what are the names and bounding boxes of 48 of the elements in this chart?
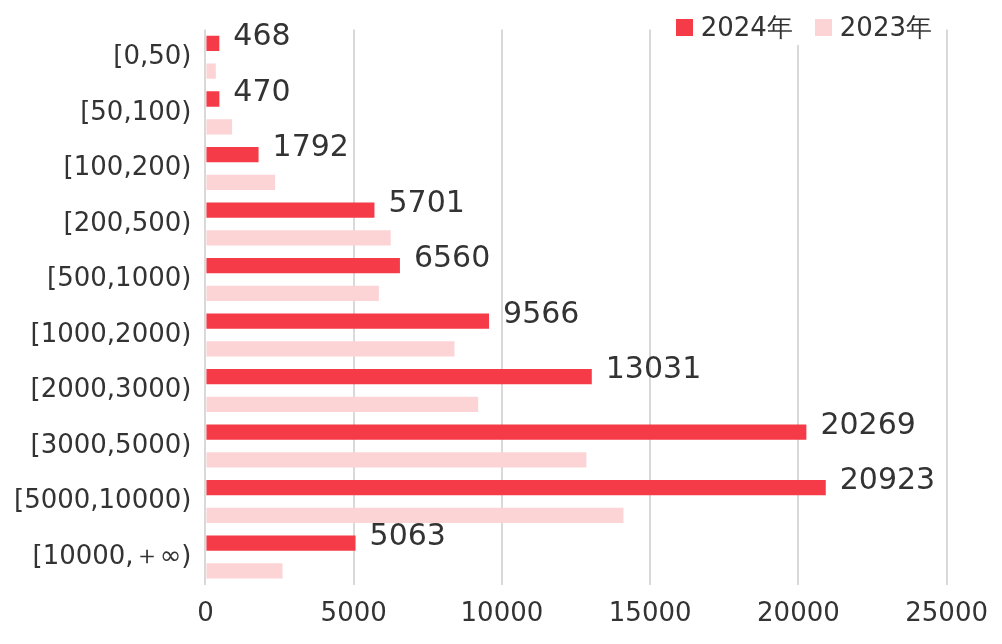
y-tick-label: [500,1000): [47, 262, 192, 293]
bar: [206, 368, 592, 385]
y-tick-label: [3000,5000): [30, 428, 192, 459]
bar: [206, 452, 587, 468]
bar: [206, 396, 479, 412]
data-label: 468: [233, 17, 291, 53]
legend-label: 2023年: [839, 11, 932, 44]
x-tick-label: 10000: [460, 597, 544, 628]
x-tick-label: 20000: [757, 597, 840, 628]
bar: [206, 35, 220, 52]
bar: [206, 341, 455, 357]
bar: [206, 230, 391, 246]
bar: [206, 480, 826, 496]
data-label: 470: [233, 72, 291, 108]
bar: [206, 174, 276, 190]
x-tick-label: 5000: [320, 597, 387, 628]
bar: [206, 257, 400, 274]
bar: [206, 91, 220, 107]
data-label: 6560: [413, 239, 491, 275]
bar: [206, 563, 283, 579]
y-tick-label: [0,50): [113, 40, 192, 71]
y-tick-label: [50,100): [80, 95, 192, 126]
bar: [206, 285, 379, 301]
x-tick-label: 15000: [608, 597, 692, 628]
bar: [206, 313, 490, 329]
data-label: 5701: [388, 183, 465, 219]
y-tick-label: [1000,2000): [30, 317, 192, 348]
x-tick-label: 25000: [905, 597, 988, 628]
bar: [206, 424, 807, 440]
legend-label: 2024年: [700, 11, 793, 44]
data-label: 1792: [272, 128, 349, 164]
y-tick-label: [200,500): [63, 206, 192, 237]
bar: [206, 535, 356, 551]
bar: [206, 507, 624, 524]
data-label: 20269: [820, 405, 916, 441]
y-tick-label: [10000,＋∞): [32, 539, 192, 570]
data-label: 20923: [839, 461, 936, 497]
bar: [206, 146, 259, 163]
bar: [206, 63, 216, 79]
bar: [206, 119, 233, 135]
y-tick-label: [5000,10000): [13, 484, 192, 515]
x-tick-label: 0: [197, 597, 214, 628]
data-label: 13031: [605, 350, 702, 386]
data-label: 5063: [369, 516, 446, 552]
y-tick-label: [2000,3000): [30, 373, 192, 404]
y-tick-label: [100,200): [63, 151, 192, 182]
bar: [206, 202, 375, 218]
data-label: 9566: [503, 294, 580, 330]
